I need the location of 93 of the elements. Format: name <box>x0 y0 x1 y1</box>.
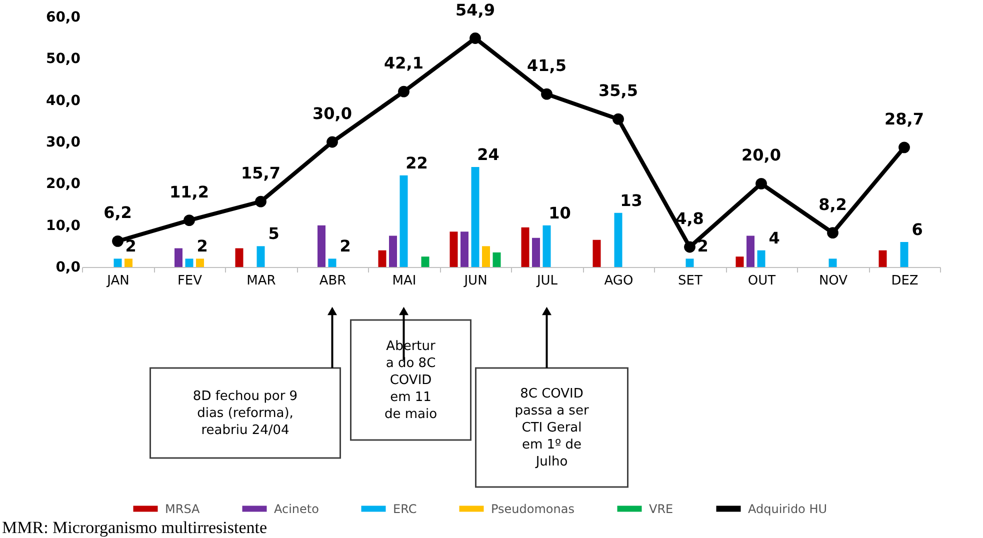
data-label: 8,2 <box>818 194 847 214</box>
x-tick-label: JUN <box>463 274 488 288</box>
point <box>326 136 338 148</box>
point <box>612 113 624 125</box>
legend-label: Adquirido HU <box>748 502 828 516</box>
bar <box>421 256 430 267</box>
y-tick-label: 40,0 <box>46 92 81 109</box>
bar <box>328 258 336 267</box>
bar <box>460 232 468 267</box>
bar <box>482 246 490 267</box>
legend-label: VRE <box>649 502 674 516</box>
data-label: 13 <box>620 190 642 210</box>
bar <box>532 238 540 267</box>
data-label: 2 <box>125 236 136 256</box>
y-tick-label: 50,0 <box>46 51 81 68</box>
bar <box>878 250 887 267</box>
x-tick-label: NOV <box>818 274 848 288</box>
bar <box>614 212 622 267</box>
bar <box>686 258 694 267</box>
data-label: 24 <box>477 145 500 164</box>
bar <box>318 225 326 267</box>
text: 8D fechou por 9 dias (reforma), reabriu 24/04 <box>192 389 298 438</box>
data-label: 10 <box>548 203 571 222</box>
text: 8C COVID passa a ser CTI Geral em 1º de Julho <box>514 386 590 470</box>
bar <box>746 236 754 267</box>
data-label: 5 <box>268 224 280 244</box>
point <box>255 196 266 208</box>
data-label: 11,2 <box>170 182 209 202</box>
data-label: 2 <box>697 236 708 256</box>
text: MMR: Microrganismo multirresistente <box>2 518 268 537</box>
bar <box>450 232 458 267</box>
bar <box>542 225 551 267</box>
point <box>898 142 910 154</box>
bar <box>235 248 244 267</box>
x-tick-label: ABR <box>319 274 346 288</box>
data-label: 2 <box>340 236 351 256</box>
point <box>398 86 410 98</box>
bar <box>757 250 766 267</box>
legend-label: Pseudomonas <box>491 502 574 516</box>
point <box>756 178 767 190</box>
data-label: 41,5 <box>527 56 566 76</box>
data-label: 35,5 <box>598 81 638 100</box>
y-tick-label: 0,0 <box>56 260 81 276</box>
y-tick-label: 60,0 <box>46 10 81 26</box>
data-label: 30,0 <box>312 104 352 123</box>
data-label: 42,1 <box>384 54 424 73</box>
bar <box>521 227 530 267</box>
x-tick-label: DEZ <box>891 274 918 288</box>
bar <box>492 252 501 267</box>
point <box>184 214 195 226</box>
bar <box>196 258 204 267</box>
bar <box>828 258 837 267</box>
data-label: 22 <box>406 153 428 172</box>
point <box>684 241 696 253</box>
data-label: 6 <box>912 220 923 239</box>
y-tick-label: 20,0 <box>46 176 81 192</box>
x-tick-label: AGO <box>604 274 634 288</box>
bar <box>256 246 265 267</box>
point <box>827 227 838 239</box>
bar <box>174 248 182 267</box>
bar <box>389 236 397 267</box>
data-label: 2 <box>196 236 208 256</box>
legend-label: MRSA <box>165 502 201 516</box>
bar <box>114 258 122 267</box>
bar <box>736 256 744 267</box>
y-tick-label: 10,0 <box>46 218 81 234</box>
data-label: 4,8 <box>676 209 704 228</box>
point <box>541 88 552 100</box>
legend-label: Acineto <box>274 502 319 516</box>
x-tick-label: FEV <box>177 274 202 288</box>
bar <box>185 258 194 267</box>
bar <box>400 175 408 267</box>
x-tick-label: MAI <box>392 274 416 288</box>
data-label: 6,2 <box>104 203 132 222</box>
bar <box>124 258 132 267</box>
x-tick-label: JAN <box>106 274 130 288</box>
x-tick-label: MAR <box>246 274 276 288</box>
x-tick-label: JUL <box>536 274 558 288</box>
bar <box>471 167 480 267</box>
data-label: 4 <box>768 228 780 248</box>
legend-label: ERC <box>393 502 417 516</box>
y-tick-label: 30,0 <box>46 134 81 150</box>
data-label: 15,7 <box>241 164 280 183</box>
data-label: 20,0 <box>742 146 781 165</box>
data-label: 28,7 <box>884 109 924 128</box>
point <box>112 235 124 247</box>
x-tick-label: SET <box>678 274 703 288</box>
bar <box>900 242 908 267</box>
bar <box>592 240 601 267</box>
data-label: 54,9 <box>456 0 495 20</box>
bar <box>378 250 386 267</box>
x-tick-label: OUT <box>748 274 776 288</box>
point <box>470 32 481 44</box>
